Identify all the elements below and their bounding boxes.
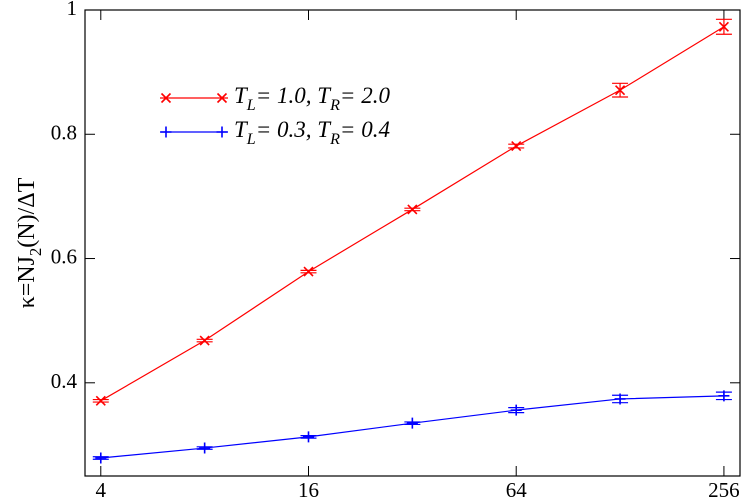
x-tick-label: 4 — [96, 478, 107, 502]
data-point — [302, 431, 314, 443]
data-point — [199, 335, 210, 346]
plot-frame — [84, 9, 741, 477]
x-tick-label: 16 — [298, 478, 319, 502]
x-tick-label: 256 — [708, 478, 740, 502]
series-line — [100, 26, 725, 402]
data-point — [511, 141, 522, 152]
data-point — [95, 395, 106, 406]
data-point — [718, 390, 730, 402]
legend-label: TL= 0.3, TR= 0.4 — [234, 117, 390, 148]
y-axis-label: κ=NJ2(N)/ΔT — [14, 177, 46, 308]
data-point — [406, 417, 418, 429]
x-tick-label: 64 — [506, 478, 528, 502]
data-point — [614, 393, 626, 405]
data-point — [510, 404, 522, 416]
legend-label: TL= 1.0, TR= 2.0 — [234, 83, 390, 114]
y-tick-label: 0.4 — [51, 369, 78, 393]
data-point — [614, 85, 626, 96]
y-tick-label: 0.6 — [51, 244, 77, 268]
data-point — [718, 21, 729, 32]
data-point — [407, 204, 418, 215]
data-point — [95, 452, 107, 464]
y-tick-label: 1 — [67, 0, 78, 20]
y-tick-label: 0.8 — [51, 120, 77, 144]
legend-marker — [216, 126, 228, 138]
legend-marker — [160, 92, 172, 104]
data-point — [199, 442, 211, 454]
legend-marker — [160, 126, 172, 138]
legend-marker — [216, 92, 228, 104]
data-point — [303, 266, 314, 277]
